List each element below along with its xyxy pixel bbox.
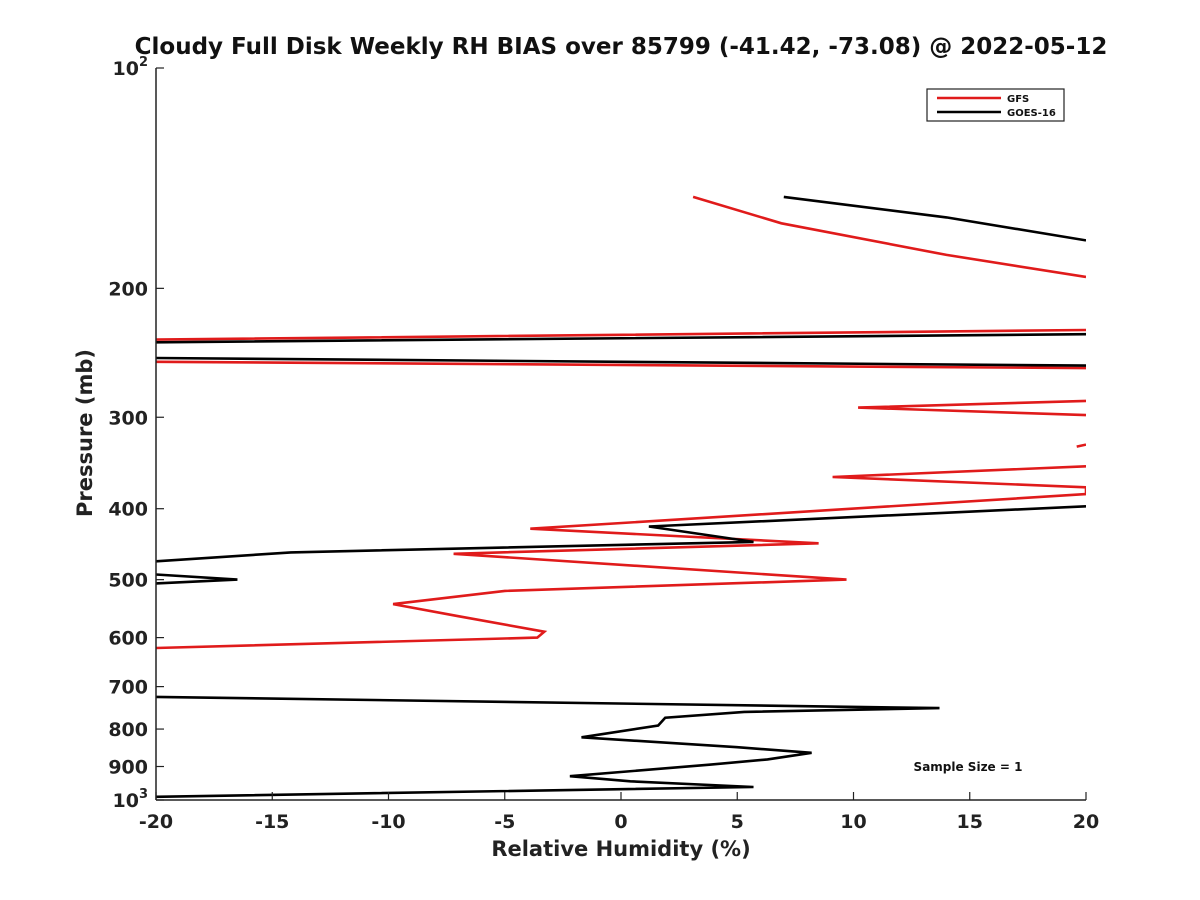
x-tick-label: 5 <box>731 811 744 833</box>
chart-title: Cloudy Full Disk Weekly RH BIAS over 857… <box>135 34 1108 60</box>
ticks: -20 -15 -10 -5 0 5 10 15 20 102 200 300 400 500 600 700… <box>108 55 1099 833</box>
series-line-goes-16 <box>156 195 1086 799</box>
series-line-gfs <box>156 195 1086 650</box>
y-tick-label: 700 <box>108 677 148 699</box>
x-tick-label: -10 <box>371 811 405 833</box>
x-tick-label: 20 <box>1073 811 1099 833</box>
x-tick-label: 10 <box>840 811 866 833</box>
axes <box>155 68 1086 801</box>
x-tick-label: -20 <box>139 811 173 833</box>
y-tick-label: 600 <box>108 628 148 650</box>
y-tick-label: 500 <box>108 570 148 592</box>
y-tick-label: 900 <box>108 757 148 779</box>
legend-label: GOES-16 <box>1007 108 1056 119</box>
x-tick-label: -5 <box>494 811 515 833</box>
sample-size-annotation: Sample Size = 1 <box>914 760 1023 774</box>
legend: GFS GOES-16 <box>926 88 1065 122</box>
x-tick-label: -15 <box>255 811 289 833</box>
legend-box <box>926 88 1065 122</box>
x-tick-label: 15 <box>957 811 983 833</box>
y-tick-label: 200 <box>108 278 148 300</box>
x-tick-label: 0 <box>614 811 627 833</box>
y-axis-label: Pressure (mb) <box>73 349 97 517</box>
legend-label: GFS <box>1007 94 1029 105</box>
y-tick-label: 103 <box>113 787 149 812</box>
y-tick-label: 800 <box>108 719 148 741</box>
y-tick-label: 102 <box>113 55 149 80</box>
plot-lines <box>156 195 1086 799</box>
y-tick-label: 400 <box>108 499 148 521</box>
y-tick-label: 300 <box>108 407 148 429</box>
x-axis-label: Relative Humidity (%) <box>491 837 750 861</box>
